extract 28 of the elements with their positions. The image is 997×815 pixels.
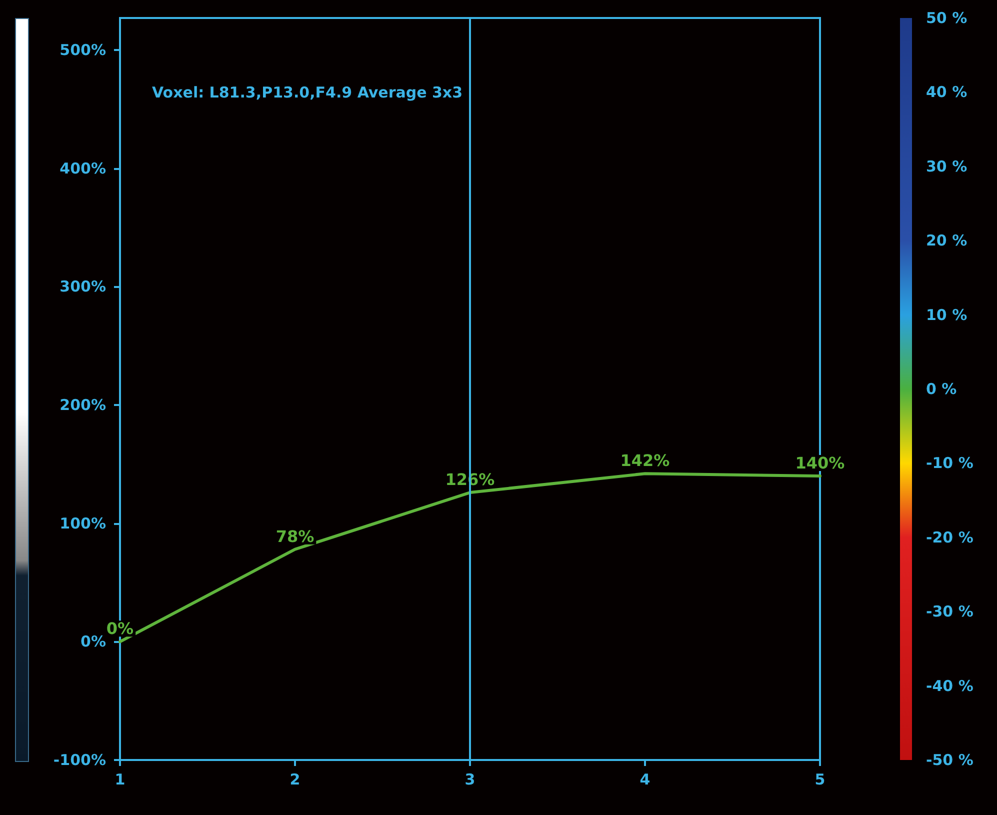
y-tick-label: -100% (53, 751, 106, 769)
data-label: 0% (106, 619, 134, 638)
y2-tick-label: -20 % (926, 528, 974, 546)
annotation: Voxel: L81.3,P13.0,F4.9 Average 3x3 (152, 84, 463, 102)
y-tick-label: 100% (60, 514, 106, 532)
y-tick-label: 200% (60, 396, 106, 414)
y2-tick-label: -30 % (926, 602, 974, 621)
data-label: 78% (276, 526, 314, 546)
y2-tick-label: -50 % (926, 751, 974, 769)
y2-tick-label: 40 % (926, 83, 968, 102)
y2-tick-label: 30 % (926, 157, 968, 176)
data-label: 142% (620, 451, 670, 470)
y-tick-label: 0% (80, 632, 106, 651)
y2-tick-label: 50 % (926, 9, 968, 27)
data-label: 140% (795, 453, 845, 472)
x-tick-label: 3 (464, 770, 476, 788)
x-tick-label: 5 (814, 770, 826, 788)
x-tick-label: 4 (640, 770, 650, 788)
y-tick-label: 300% (60, 278, 106, 296)
y-tick-label: 500% (60, 40, 106, 59)
y-tick-label: 400% (60, 159, 106, 178)
y2-tick-label: 10 % (926, 306, 968, 324)
x-tick-label: 1 (114, 770, 126, 788)
y2-tick-label: 0 % (926, 380, 957, 398)
y2-tick-label: -10 % (926, 454, 974, 472)
y2-tick-label: -40 % (926, 676, 974, 695)
x-tick-label: 2 (290, 770, 300, 788)
y2-tick-label: 20 % (926, 232, 968, 250)
